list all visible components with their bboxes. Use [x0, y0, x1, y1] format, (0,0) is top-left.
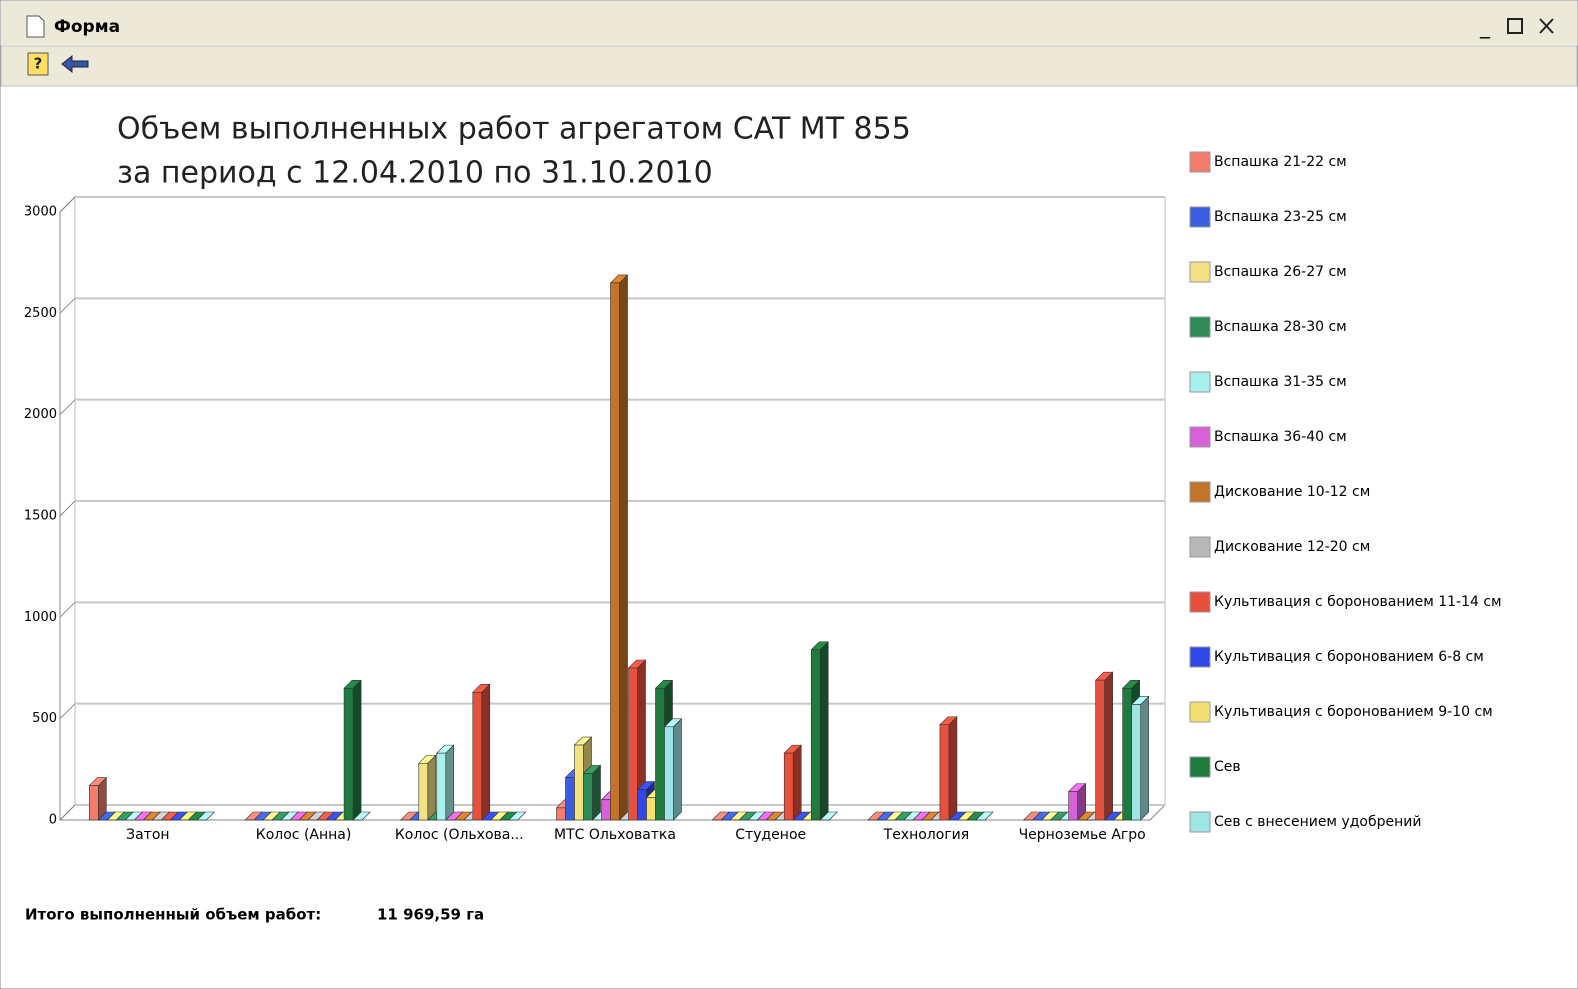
y-tick-label: 1000	[24, 610, 57, 625]
tick-mark	[59, 804, 76, 821]
x-tick-label: Колос (Анна)	[256, 827, 352, 843]
bar	[1131, 704, 1141, 821]
bar	[1122, 687, 1132, 821]
total-label: Итого выполненный объем работ:	[25, 906, 321, 924]
bar	[628, 667, 638, 821]
chart-subtitle: за период с 12.04.2010 по 31.10.2010	[117, 156, 713, 191]
bar	[655, 687, 665, 821]
legend-swatch	[1189, 261, 1211, 283]
bar	[1068, 791, 1078, 821]
bar-side	[948, 716, 958, 821]
legend-swatch	[1189, 536, 1211, 558]
x-tick-label: МТС Ольховатка	[554, 827, 676, 843]
legend-label: Вспашка 28-30 см	[1214, 319, 1347, 335]
legend-label: Вспашка 26-27 см	[1214, 264, 1347, 280]
legend-swatch	[1189, 701, 1211, 723]
title-bar	[1, 1, 1577, 45]
bar	[601, 799, 611, 821]
bar	[418, 762, 429, 821]
bar-side	[481, 683, 491, 821]
legend-label: Вспашка 31-35 см	[1214, 374, 1347, 390]
x-tick-label: Черноземье Агро	[1019, 827, 1146, 843]
legend-swatch	[1189, 591, 1211, 613]
bar	[436, 752, 447, 821]
bar-side	[352, 679, 362, 821]
maximize-button[interactable]	[1507, 18, 1523, 34]
help-icon: ?	[34, 55, 43, 73]
legend-label: Дискование 10-12 см	[1214, 484, 1370, 500]
tick-mark	[59, 500, 76, 517]
bar-side	[427, 754, 437, 821]
bar-side	[819, 641, 829, 821]
legend-swatch	[1189, 426, 1211, 448]
tick-mark	[59, 703, 76, 720]
bar	[610, 282, 620, 821]
bar-side	[445, 744, 455, 821]
legend-label: Сев с внесением удобрений	[1214, 814, 1421, 830]
legend-label: Культивация с боронованием 9-10 см	[1214, 704, 1493, 720]
tick-mark	[59, 601, 76, 618]
y-tick-label: 1500	[24, 509, 57, 524]
y-tick-label: 2500	[24, 306, 57, 321]
bar	[637, 789, 647, 821]
y-tick-label: 3000	[24, 205, 57, 220]
tick-mark	[59, 196, 76, 213]
bar	[565, 777, 575, 821]
bar-side	[619, 274, 628, 821]
legend-label: Вспашка 36-40 см	[1214, 429, 1347, 445]
bar	[1095, 679, 1105, 821]
legend-label: Вспашка 23-25 см	[1214, 209, 1347, 225]
help-button[interactable]	[27, 52, 49, 76]
legend-label: Дискование 12-20 см	[1214, 539, 1370, 555]
x-tick-label: Колос (Ольхова...	[395, 827, 524, 843]
bar	[583, 773, 593, 821]
y-tick-label: 500	[32, 711, 57, 726]
bar-side	[592, 764, 601, 821]
legend-label: Вспашка 21-22 см	[1214, 154, 1347, 170]
legend-swatch	[1189, 206, 1211, 228]
legend-label: Культивация с боронованием 6-8 см	[1214, 649, 1484, 665]
chart-title: Объем выполненных работ агрегатом CAT MT…	[117, 112, 911, 147]
minimize-button[interactable]: _	[1479, 15, 1491, 39]
bar	[664, 726, 674, 821]
legend-label: Сев	[1214, 759, 1241, 775]
bar	[89, 785, 99, 821]
window-title: Форма	[54, 17, 120, 37]
bar-side	[1104, 671, 1113, 821]
bar-side	[792, 744, 802, 821]
x-tick-label: Затон	[126, 827, 169, 843]
bar	[472, 692, 483, 821]
x-tick-label: Технология	[883, 827, 970, 843]
bar	[783, 752, 794, 821]
y-tick-label: 0	[49, 813, 57, 828]
back-button[interactable]	[61, 54, 89, 74]
tick-mark	[59, 297, 76, 314]
x-tick-label: Студеное	[735, 827, 806, 843]
bar	[810, 649, 821, 821]
bar-side	[673, 718, 682, 821]
y-tick-label: 2000	[24, 407, 57, 422]
legend-swatch	[1189, 481, 1211, 503]
legend-swatch	[1189, 646, 1211, 668]
legend-swatch	[1189, 371, 1211, 393]
total-value: 11 969,59 га	[377, 906, 484, 924]
legend-swatch	[1189, 811, 1211, 833]
bar	[646, 797, 656, 821]
legend-swatch	[1189, 151, 1211, 173]
close-button[interactable]	[1539, 18, 1554, 34]
form-icon	[26, 15, 45, 38]
bar	[574, 744, 584, 821]
bar	[939, 724, 950, 821]
tick-mark	[59, 399, 76, 416]
bar-side	[1140, 695, 1149, 821]
bar	[556, 807, 566, 821]
bar	[343, 687, 354, 821]
toolbar	[0, 45, 1578, 87]
legend-swatch	[1189, 756, 1211, 778]
legend-swatch	[1189, 316, 1211, 338]
legend-label: Культивация с боронованием 11-14 см	[1214, 594, 1502, 610]
